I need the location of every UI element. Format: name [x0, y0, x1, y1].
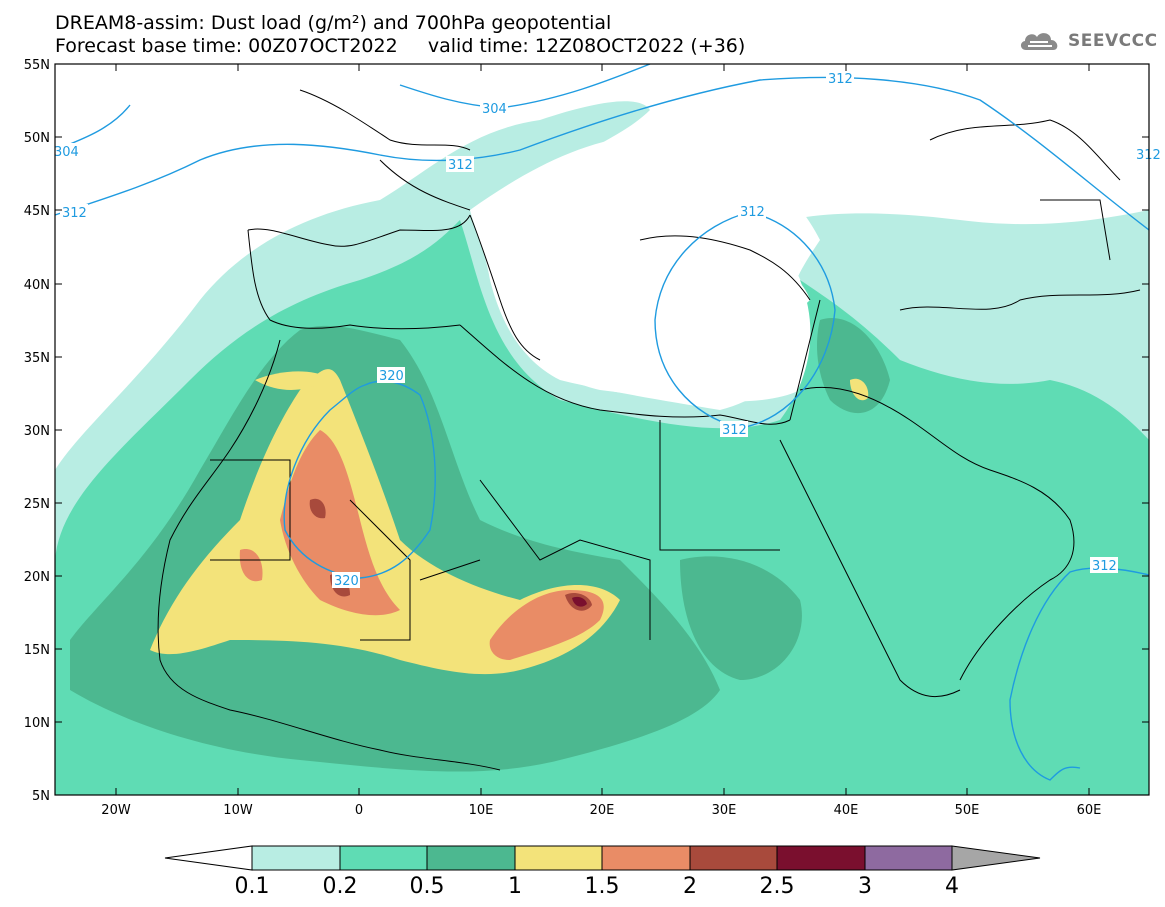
lon-label: 10E: [469, 803, 494, 818]
lat-label: 45N: [24, 204, 50, 219]
colorbar: 0.1 0.2 0.5 1 1.5 2 2.5 3 4: [164, 845, 1041, 899]
lon-label: 20E: [590, 803, 615, 818]
lat-label: 50N: [24, 131, 50, 146]
seevccc-logo: SEEVCCC: [1018, 26, 1158, 56]
lat-label: 40N: [24, 278, 50, 293]
lat-axis: [55, 63, 1149, 723]
lat-label: 25N: [24, 497, 50, 512]
colorbar-label: 0.5: [410, 874, 445, 899]
lon-label: 50E: [955, 803, 980, 818]
lon-label: 20W: [101, 803, 131, 818]
colorbar-swatch: [776, 845, 866, 871]
colorbar-over-triangle: [951, 845, 1041, 871]
isoline-label: 312: [722, 423, 747, 438]
lon-label: 40E: [834, 803, 859, 818]
coastlines: [157, 89, 1141, 771]
map-title-line2: Forecast base time: 00Z07OCT2022 valid t…: [55, 35, 746, 57]
lat-labels: 55N 50N 45N 40N 35N 30N 25N 20N 15N 10N …: [24, 58, 50, 804]
lon-label: 60E: [1077, 803, 1102, 818]
lat-label: 55N: [24, 58, 50, 73]
colorbar-swatch: [339, 845, 428, 871]
lat-label: 10N: [24, 716, 50, 731]
lon-axis: [115, 64, 1090, 795]
map-title-line1: DREAM8-assim: Dust load (g/m²) and 700hP…: [55, 12, 612, 34]
lon-label: 0: [355, 803, 363, 818]
isoline-label: 304: [54, 145, 79, 160]
colorbar-label: 0.2: [323, 874, 358, 899]
logo-text: SEEVCCC: [1068, 31, 1158, 51]
colorbar-swatch: [514, 845, 603, 871]
isoline-label: 312: [828, 72, 853, 87]
lon-labels: 20W 10W 0 10E 20E 30E 40E 50E 60E: [101, 803, 1101, 818]
lon-label: 10W: [223, 803, 253, 818]
colorbar-label: 0.1: [235, 874, 270, 899]
lat-label: 20N: [24, 570, 50, 585]
colorbar-swatch: [689, 845, 778, 871]
lat-label: 30N: [24, 424, 50, 439]
colorbar-label: 1.5: [585, 874, 620, 899]
lon-label: 30E: [712, 803, 737, 818]
isoline-label: 304: [482, 102, 507, 117]
colorbar-swatch: [251, 845, 341, 871]
isoline-label: 312: [62, 206, 87, 221]
dust-field: [55, 64, 1149, 795]
colorbar-under-triangle: [164, 845, 253, 871]
isoline-label: 312: [1092, 559, 1117, 574]
colorbar-label: 3: [858, 874, 872, 899]
lat-label: 5N: [32, 789, 50, 804]
cloud-logo-icon: [1020, 33, 1058, 50]
isoline-label: 312: [740, 205, 765, 220]
colorbar-label: 2.5: [760, 874, 795, 899]
colorbar-label: 2: [683, 874, 697, 899]
lat-label: 35N: [24, 351, 50, 366]
isoline-label: 312: [448, 158, 473, 173]
colorbar-swatch: [426, 845, 516, 871]
colorbar-label: 1: [508, 874, 522, 899]
lat-label: 15N: [24, 643, 50, 658]
colorbar-label: 4: [945, 874, 959, 899]
isoline-label: 320: [379, 369, 404, 384]
isoline-label: 320: [334, 574, 359, 589]
colorbar-swatch: [864, 845, 953, 871]
colorbar-swatch: [601, 845, 691, 871]
